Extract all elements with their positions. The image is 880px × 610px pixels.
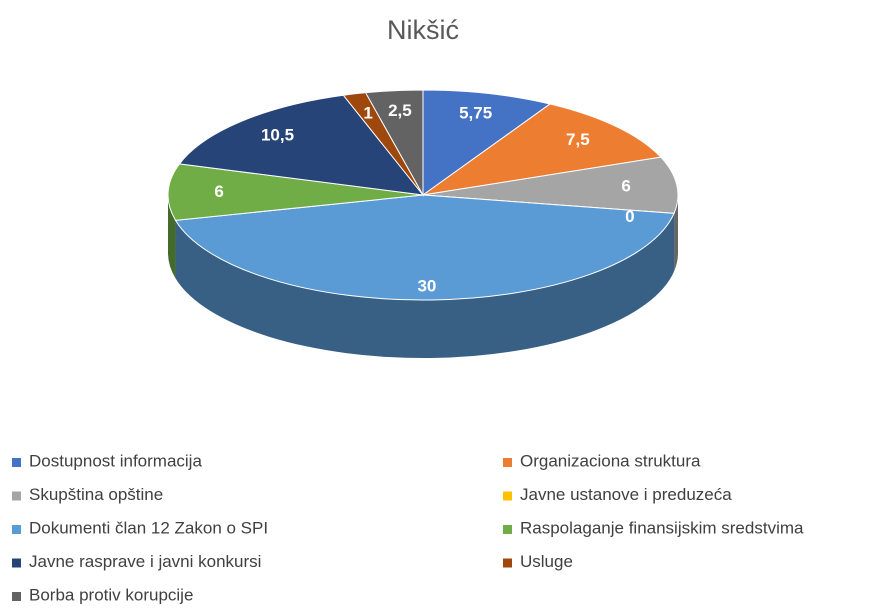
slice bbox=[174, 194, 675, 301]
legend-label: Raspolaganje finansijskim sredstvima bbox=[520, 518, 804, 537]
legend-swatch bbox=[503, 558, 512, 568]
legend-label: Javne ustanove i preduzeća bbox=[520, 485, 732, 504]
value-label: 0 bbox=[625, 207, 634, 226]
value-label: 6 bbox=[214, 182, 223, 201]
slice bbox=[422, 103, 662, 196]
value-label: 6 bbox=[621, 176, 630, 195]
legend-label: Borba protiv korupcije bbox=[29, 585, 193, 604]
chart-title: Nikšić bbox=[387, 15, 459, 45]
slice-side bbox=[175, 213, 675, 359]
legend-swatch bbox=[12, 592, 21, 601]
legend-swatch bbox=[12, 491, 21, 501]
legend-label: Skupština opštine bbox=[29, 485, 163, 504]
legend-swatch bbox=[503, 525, 512, 534]
legend-swatch bbox=[12, 525, 21, 534]
slice-side bbox=[674, 195, 678, 272]
slice bbox=[178, 94, 425, 196]
legend-label: Usluge bbox=[520, 552, 573, 571]
value-label: 2,5 bbox=[388, 101, 412, 120]
value-label: 7,5 bbox=[566, 130, 590, 149]
legend-swatch bbox=[12, 458, 21, 467]
slice-side bbox=[168, 195, 176, 279]
slice bbox=[364, 89, 424, 197]
legend-swatch bbox=[503, 491, 512, 501]
value-label: 30 bbox=[417, 277, 436, 296]
legend-label: Javne rasprave i javni konkursi bbox=[29, 552, 261, 571]
legend-swatch bbox=[12, 558, 21, 568]
value-label: 10,5 bbox=[261, 126, 294, 145]
slice bbox=[167, 163, 424, 221]
legend-label: Dostupnost informacija bbox=[29, 451, 202, 470]
value-label: 5,75 bbox=[459, 103, 492, 122]
legend-label: Dokumenti član 12 Zakon o SPI bbox=[29, 518, 268, 537]
value-label: 1 bbox=[363, 104, 372, 123]
slice bbox=[422, 89, 552, 196]
legend-swatch bbox=[503, 458, 512, 467]
legend-label: Organizaciona struktura bbox=[520, 451, 701, 470]
